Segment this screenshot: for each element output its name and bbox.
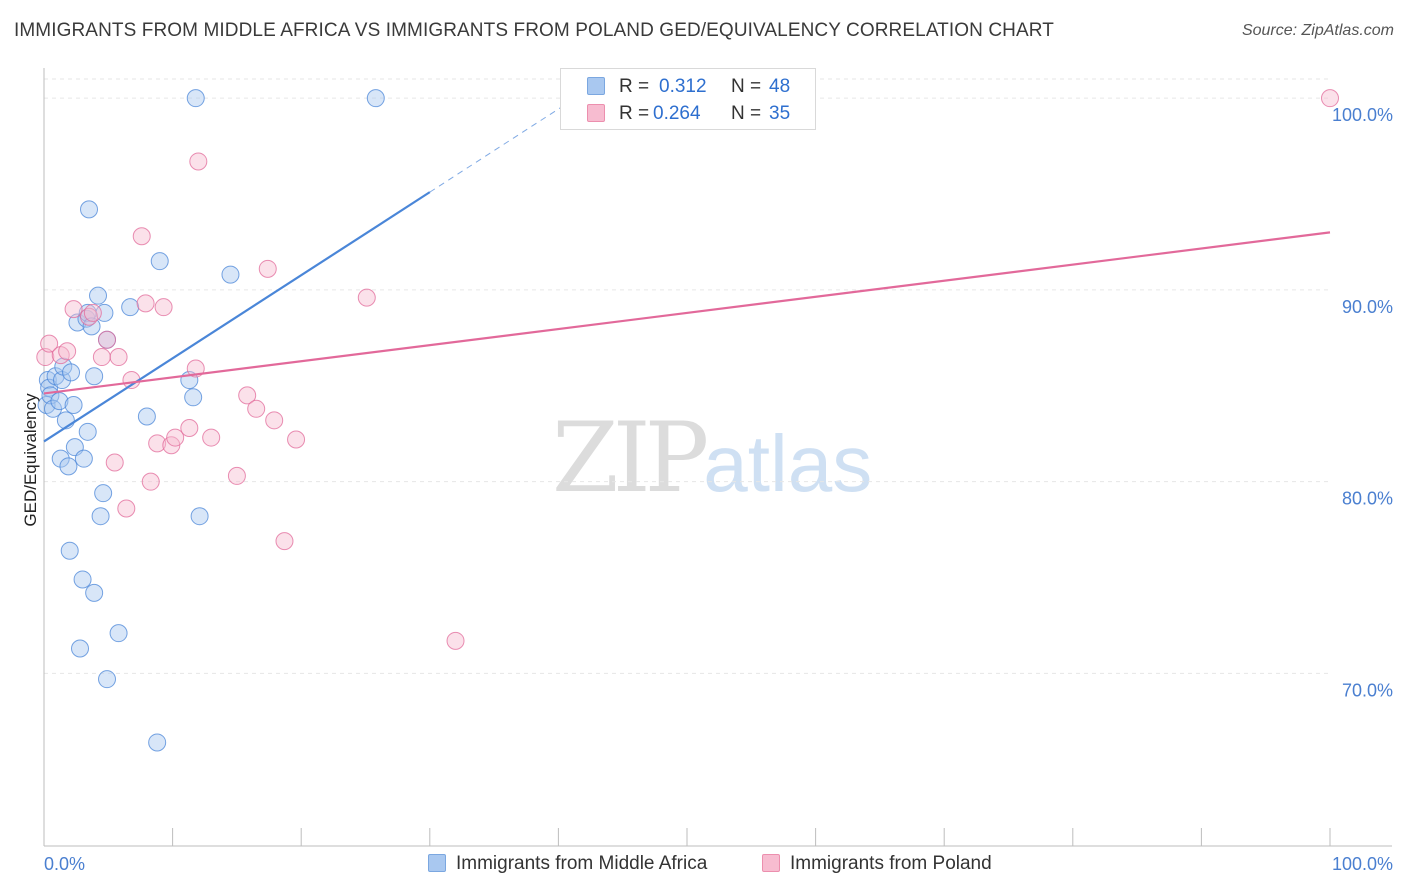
point-middle-africa (71, 639, 90, 658)
r-label: R = (619, 76, 650, 97)
point-poland (265, 411, 284, 430)
trend-line-middle-africa (43, 191, 431, 443)
point-middle-africa (74, 449, 93, 468)
point-middle-africa (80, 200, 99, 219)
point-middle-africa (44, 399, 63, 418)
point-middle-africa (60, 541, 79, 560)
series-legend: Immigrants from Middle Africa Immigrants… (0, 850, 1406, 878)
point-middle-africa (109, 624, 128, 643)
grid-lines (44, 78, 1330, 674)
point-poland (357, 288, 376, 307)
y-tick-label: 90.0% (1342, 297, 1393, 317)
point-poland (132, 227, 151, 246)
chart-source: Source: ZipAtlas.com (1241, 22, 1394, 39)
legend-swatch-poland (762, 854, 780, 872)
point-poland (275, 532, 294, 551)
r-value: 0.264 (653, 103, 701, 124)
point-middle-africa (85, 583, 104, 602)
y-tick-label: 80.0% (1342, 489, 1393, 509)
point-middle-africa (89, 286, 108, 305)
legend-label-poland: Immigrants from Poland (790, 853, 992, 874)
watermark: ZIPatlas (552, 402, 872, 514)
point-middle-africa (137, 407, 156, 426)
point-poland (258, 259, 277, 278)
point-poland (141, 472, 160, 491)
point-poland (105, 453, 124, 472)
point-poland (40, 334, 59, 353)
y-tick-label: 70.0% (1342, 680, 1393, 700)
point-middle-africa (121, 298, 140, 317)
trend-line-poland (43, 231, 1331, 395)
trend-line-extension-middle-africa (429, 100, 572, 193)
point-middle-africa (186, 89, 205, 108)
point-poland (227, 466, 246, 485)
point-middle-africa (94, 484, 113, 503)
stats-legend: R = 0.312 N = 48 R = 0.264 N = 35 (560, 68, 816, 130)
point-poland (189, 152, 208, 171)
n-value: 35 (769, 103, 791, 124)
point-middle-africa (184, 388, 203, 407)
r-value: 0.312 (659, 76, 707, 97)
point-middle-africa (62, 363, 81, 382)
n-label: N = (731, 76, 762, 97)
tick-labels: 70.0% 80.0% 90.0% 100.0% 0.0% 100.0% (44, 105, 1393, 874)
x-tick-label-min: 0.0% (44, 854, 85, 874)
watermark-atlas: atlas (703, 419, 873, 508)
point-poland (148, 434, 167, 453)
point-poland (180, 418, 199, 437)
point-poland (154, 298, 173, 317)
point-poland (98, 330, 117, 349)
n-label: N = (731, 103, 762, 124)
axes (43, 68, 1392, 847)
point-middle-africa (366, 89, 385, 108)
point-poland (446, 631, 465, 650)
point-poland (287, 430, 306, 449)
point-middle-africa (150, 252, 169, 271)
point-middle-africa (190, 507, 209, 526)
point-poland (36, 348, 55, 367)
point-middle-africa (148, 733, 167, 752)
point-poland (117, 499, 136, 518)
point-poland (64, 300, 83, 319)
point-poland (186, 359, 205, 378)
point-poland (166, 428, 185, 447)
legend-swatch-poland (587, 104, 605, 122)
x-tick-label-max: 100.0% (1332, 854, 1393, 874)
point-poland (109, 348, 128, 367)
point-poland (247, 399, 266, 418)
n-value: 48 (769, 76, 791, 97)
legend-swatch-middle-africa (587, 77, 605, 95)
point-middle-africa (64, 395, 83, 414)
point-middle-africa (85, 367, 104, 386)
point-middle-africa (78, 422, 97, 441)
point-poland (1321, 89, 1339, 108)
point-poland (238, 386, 257, 405)
y-tick-label: 100.0% (1332, 105, 1393, 125)
point-middle-africa (221, 265, 240, 284)
legend-swatch-middle-africa (428, 854, 446, 872)
point-middle-africa (59, 457, 78, 476)
data-points (36, 89, 1339, 752)
chart-title: IMMIGRANTS FROM MIDDLE AFRICA VS IMMIGRA… (14, 20, 1054, 41)
point-middle-africa (91, 507, 110, 526)
point-middle-africa (98, 670, 117, 689)
r-label: R = (619, 103, 650, 124)
legend-label-middle-africa: Immigrants from Middle Africa (456, 853, 708, 874)
point-middle-africa (51, 449, 70, 468)
point-poland (58, 342, 77, 361)
point-poland (83, 303, 102, 322)
point-poland (92, 348, 111, 367)
point-poland (136, 294, 155, 313)
y-axis-label: GED/Equivalency (21, 393, 40, 527)
point-middle-africa (53, 371, 72, 390)
point-middle-africa (73, 570, 92, 589)
trend-lines (43, 100, 1331, 443)
point-poland (202, 428, 221, 447)
watermark-zip: ZIP (552, 402, 709, 514)
